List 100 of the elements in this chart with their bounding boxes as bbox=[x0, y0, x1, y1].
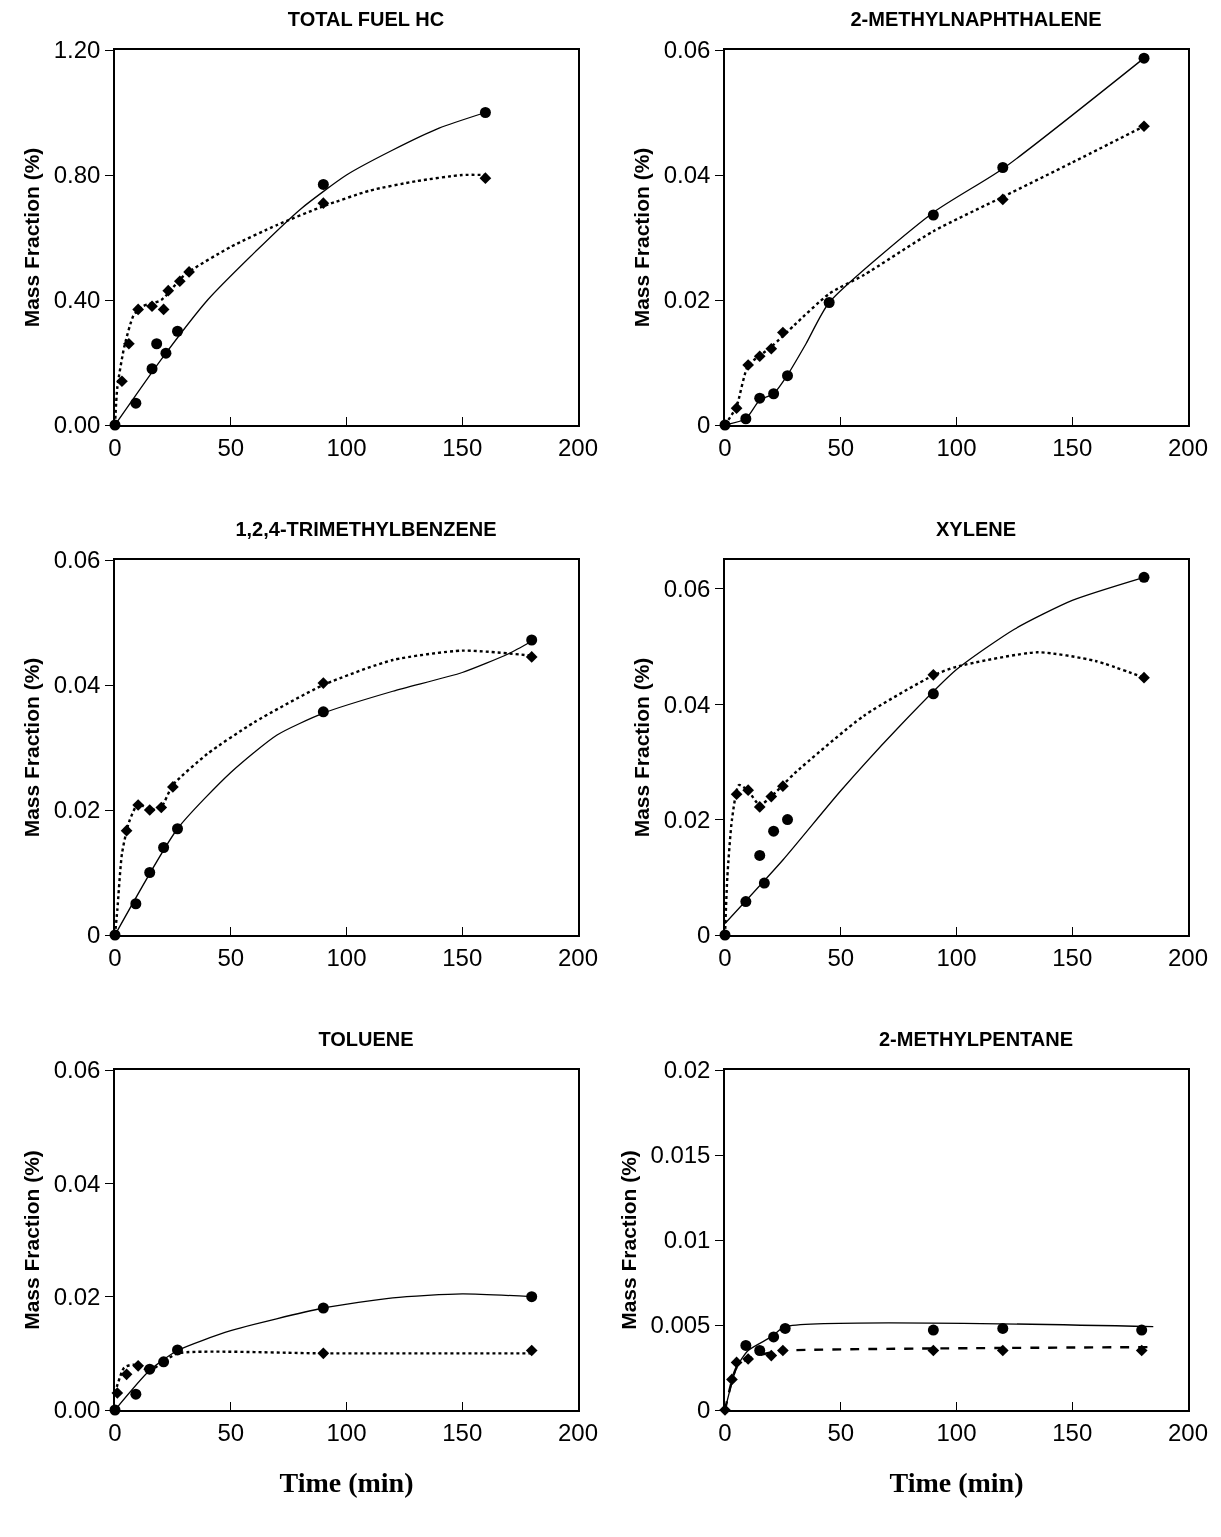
x-tick-label: 0 bbox=[718, 433, 732, 461]
x-tick-label: 150 bbox=[1052, 943, 1093, 971]
y-tick-label: 0.80 bbox=[53, 161, 101, 189]
y-tick-label: 0.02 bbox=[53, 1283, 101, 1311]
chart-title: 1,2,4-TRIMETHYLBENZENE bbox=[235, 518, 497, 540]
point bbox=[996, 1344, 1009, 1357]
point bbox=[927, 1324, 939, 1336]
x-tick-label: 100 bbox=[936, 1418, 977, 1446]
chart-title: XYLENE bbox=[935, 518, 1017, 540]
x-tick-label: 100 bbox=[326, 1418, 367, 1446]
y-tick-label: 0.40 bbox=[53, 286, 101, 314]
chart-title: TOLUENE bbox=[318, 1028, 414, 1050]
point bbox=[120, 1368, 133, 1381]
y-axis-title: Mass Fraction (%) bbox=[20, 1150, 44, 1330]
x-tick-label: 150 bbox=[442, 433, 483, 461]
point bbox=[151, 338, 163, 350]
x-tick-label: 150 bbox=[442, 943, 483, 971]
point bbox=[927, 1344, 940, 1357]
x-tick-label: 200 bbox=[1167, 1418, 1209, 1446]
point bbox=[765, 790, 778, 803]
x-tick-label: 200 bbox=[1167, 433, 1209, 461]
point bbox=[116, 375, 128, 388]
x-tick-label: 100 bbox=[936, 433, 977, 461]
x-tick-label: 0 bbox=[718, 1418, 732, 1446]
y-tick-label: 0.005 bbox=[650, 1311, 711, 1339]
x-tick-label: 0 bbox=[108, 943, 122, 971]
point bbox=[730, 402, 743, 414]
point bbox=[317, 178, 329, 190]
y-tick-label: 0 bbox=[697, 1396, 711, 1424]
x-tick-label: 0 bbox=[108, 433, 122, 461]
x-tick-label: 200 bbox=[1167, 943, 1209, 971]
x-tick-label: 200 bbox=[557, 433, 599, 461]
x-tick-label: 50 bbox=[827, 433, 855, 461]
point bbox=[130, 1388, 142, 1400]
x-tick-label: 200 bbox=[557, 943, 599, 971]
point bbox=[317, 677, 330, 689]
x-tick-label: 0 bbox=[718, 943, 732, 971]
x-tick-label: 200 bbox=[557, 1418, 599, 1446]
y-axis-title: Mass Fraction (%) bbox=[20, 657, 44, 838]
x-tick-label: 0 bbox=[108, 1418, 122, 1446]
point bbox=[525, 651, 538, 663]
y-tick-label: 0 bbox=[87, 921, 101, 949]
point bbox=[123, 337, 135, 350]
point bbox=[1135, 1344, 1148, 1357]
x-tick-label: 100 bbox=[936, 943, 977, 971]
chart-title: 2-METHYLPENTANE bbox=[878, 1028, 1074, 1050]
y-tick-label: 0 bbox=[697, 411, 711, 439]
chart-title: TOTAL FUEL HC bbox=[287, 8, 445, 30]
y-tick-label: 0.02 bbox=[663, 1056, 711, 1084]
point bbox=[765, 1349, 778, 1362]
x-tick-label: 50 bbox=[827, 943, 855, 971]
chart-title: 2-METHYLNAPHTHALENE bbox=[850, 8, 1102, 30]
y-tick-label: 0.01 bbox=[663, 1226, 711, 1254]
point bbox=[768, 825, 780, 837]
y-tick-label: 0.06 bbox=[53, 546, 101, 574]
x-axis-title: Time (min) bbox=[889, 1467, 1024, 1499]
point bbox=[526, 634, 538, 646]
point bbox=[157, 303, 170, 316]
point bbox=[753, 801, 766, 813]
y-tick-label: 0.06 bbox=[53, 1056, 101, 1084]
x-tick-label: 50 bbox=[217, 1418, 245, 1446]
point bbox=[479, 107, 491, 118]
y-axis-title: Mass Fraction (%) bbox=[630, 657, 654, 838]
x-tick-label: 150 bbox=[1052, 1418, 1093, 1446]
y-tick-label: 0.015 bbox=[650, 1141, 711, 1169]
point bbox=[317, 197, 330, 209]
y-tick-label: 0.06 bbox=[663, 575, 711, 603]
point bbox=[526, 1291, 538, 1303]
y-axis-title: Mass Fraction (%) bbox=[20, 147, 44, 328]
point bbox=[1138, 571, 1150, 583]
point bbox=[997, 1322, 1009, 1334]
x-tick-label: 150 bbox=[1052, 433, 1093, 461]
point bbox=[1138, 120, 1150, 133]
x-tick-label: 100 bbox=[326, 433, 367, 461]
y-tick-label: 0.04 bbox=[663, 690, 711, 718]
point bbox=[525, 1344, 538, 1357]
x-axis-title: Time (min) bbox=[279, 1467, 414, 1499]
y-tick-label: 0.02 bbox=[663, 286, 711, 314]
y-tick-label: 0.02 bbox=[53, 796, 101, 824]
y-tick-label: 0.00 bbox=[53, 1396, 101, 1424]
point bbox=[146, 300, 158, 313]
point bbox=[782, 814, 794, 826]
y-tick-label: 0.04 bbox=[53, 1169, 101, 1197]
point bbox=[754, 1345, 766, 1356]
x-tick-label: 50 bbox=[217, 943, 245, 971]
x-tick-label: 150 bbox=[442, 1418, 483, 1446]
y-tick-label: 0 bbox=[697, 921, 711, 949]
y-tick-label: 0.00 bbox=[53, 411, 101, 439]
y-tick-label: 0.06 bbox=[663, 36, 711, 64]
point bbox=[927, 688, 939, 700]
y-axis-title: Mass Fraction (%) bbox=[617, 1150, 641, 1330]
y-tick-label: 1.20 bbox=[53, 36, 101, 64]
x-tick-label: 50 bbox=[827, 1418, 855, 1446]
point bbox=[1138, 671, 1150, 684]
y-tick-label: 0.04 bbox=[663, 161, 711, 189]
point bbox=[479, 172, 492, 184]
y-tick-label: 0.02 bbox=[663, 806, 711, 834]
x-tick-label: 100 bbox=[326, 943, 367, 971]
y-tick-label: 0.04 bbox=[53, 671, 101, 699]
y-axis-title: Mass Fraction (%) bbox=[630, 147, 654, 328]
